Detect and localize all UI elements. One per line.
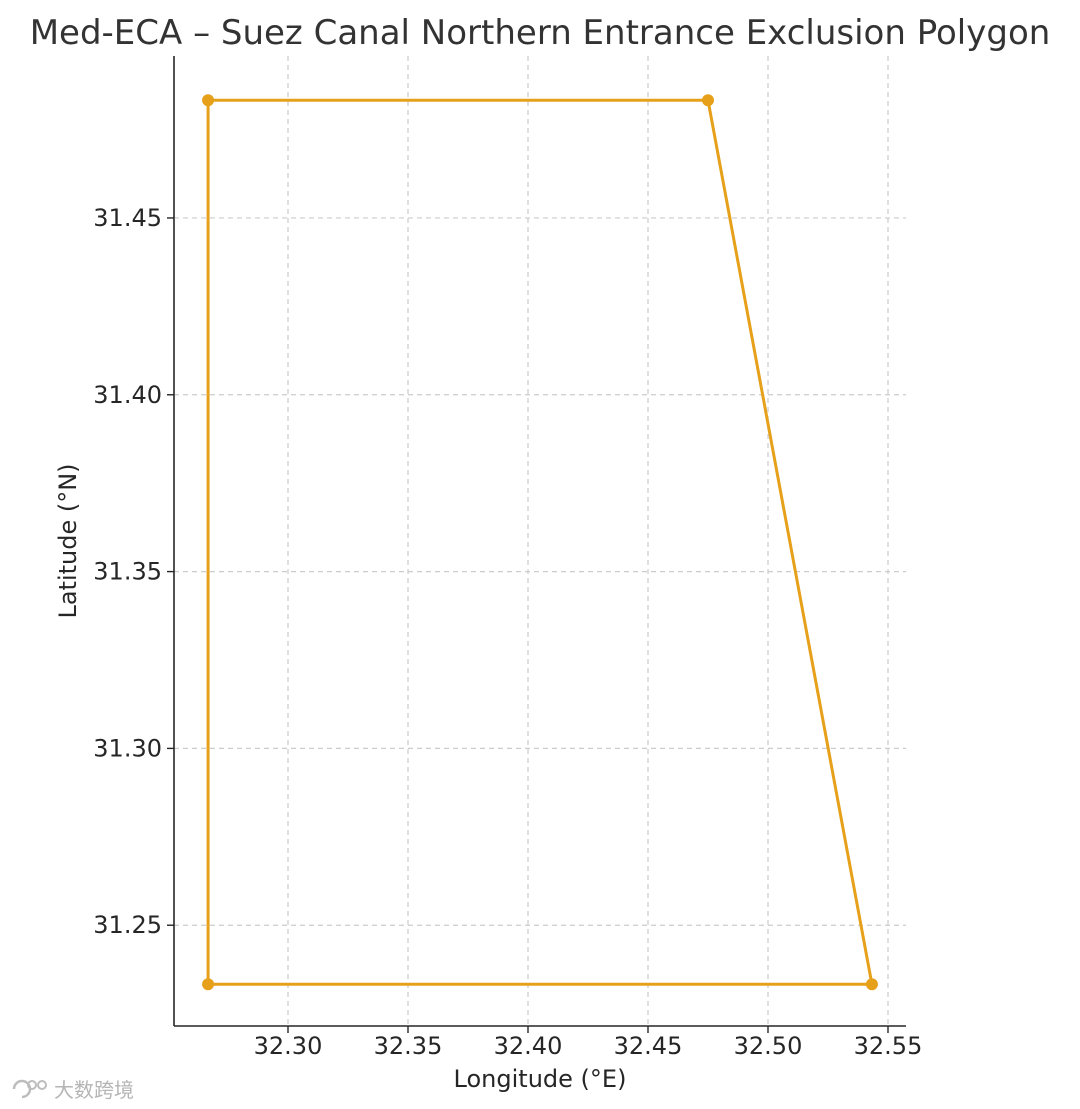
vertex-point-3 (202, 978, 215, 991)
chart-title: Med-ECA – Suez Canal Northern Entrance E… (30, 13, 1051, 53)
watermark: 大数跨境 (10, 1074, 134, 1103)
x-tick-label: 32.55 (854, 1032, 923, 1060)
y-axis-label: Latitude (°N) (54, 463, 82, 618)
x-tick-label: 32.30 (254, 1032, 323, 1060)
polygon-outline-0 (206, 98, 874, 986)
y-tick-label: 31.40 (93, 381, 162, 409)
x-tick-label: 32.50 (734, 1032, 803, 1060)
watermark-logo-icon (12, 1079, 47, 1098)
vertex-point-1 (702, 94, 714, 107)
x-tick-label: 32.40 (494, 1032, 563, 1060)
ticks: 32.30 32.35 32.40 32.45 32.50 32.55 31.25 31.30… (93, 204, 922, 1060)
x-axis-label: Longitude (°E) (454, 1065, 627, 1093)
y-tick-label: 31.30 (93, 734, 162, 762)
vertex-point-2 (865, 978, 878, 991)
vertex-point-0 (202, 94, 215, 107)
series (202, 94, 878, 991)
watermark-text: 大数跨境 (54, 1078, 134, 1102)
grid (174, 56, 906, 1026)
y-tick-label: 31.45 (93, 204, 162, 232)
x-tick-label: 32.35 (374, 1032, 443, 1060)
axes (173, 56, 906, 1027)
y-tick-label: 31.25 (93, 911, 162, 939)
x-tick-label: 32.45 (614, 1032, 683, 1060)
y-tick-label: 31.35 (93, 558, 162, 586)
